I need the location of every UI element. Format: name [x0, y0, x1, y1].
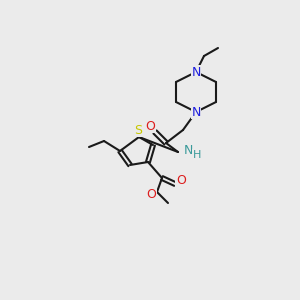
Text: O: O	[145, 119, 155, 133]
Text: N: N	[183, 143, 193, 157]
Text: O: O	[146, 188, 156, 200]
Text: S: S	[134, 124, 142, 136]
Text: N: N	[191, 106, 201, 118]
Text: N: N	[191, 65, 201, 79]
Text: O: O	[176, 175, 186, 188]
Text: H: H	[193, 150, 201, 160]
